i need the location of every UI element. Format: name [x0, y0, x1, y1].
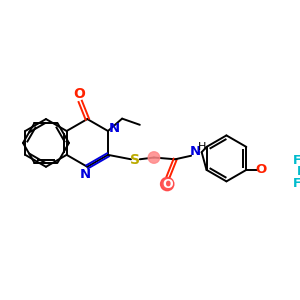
- Text: S: S: [130, 153, 140, 167]
- Text: N: N: [109, 122, 120, 135]
- Text: F: F: [293, 177, 300, 190]
- Text: H: H: [197, 142, 206, 152]
- Text: O: O: [162, 178, 172, 190]
- Text: O: O: [256, 164, 267, 176]
- Text: F: F: [293, 154, 300, 167]
- Circle shape: [160, 177, 174, 191]
- Circle shape: [148, 152, 160, 163]
- Text: O: O: [74, 87, 85, 101]
- Text: N: N: [190, 145, 201, 158]
- Text: N: N: [80, 168, 91, 181]
- Text: F: F: [297, 165, 300, 178]
